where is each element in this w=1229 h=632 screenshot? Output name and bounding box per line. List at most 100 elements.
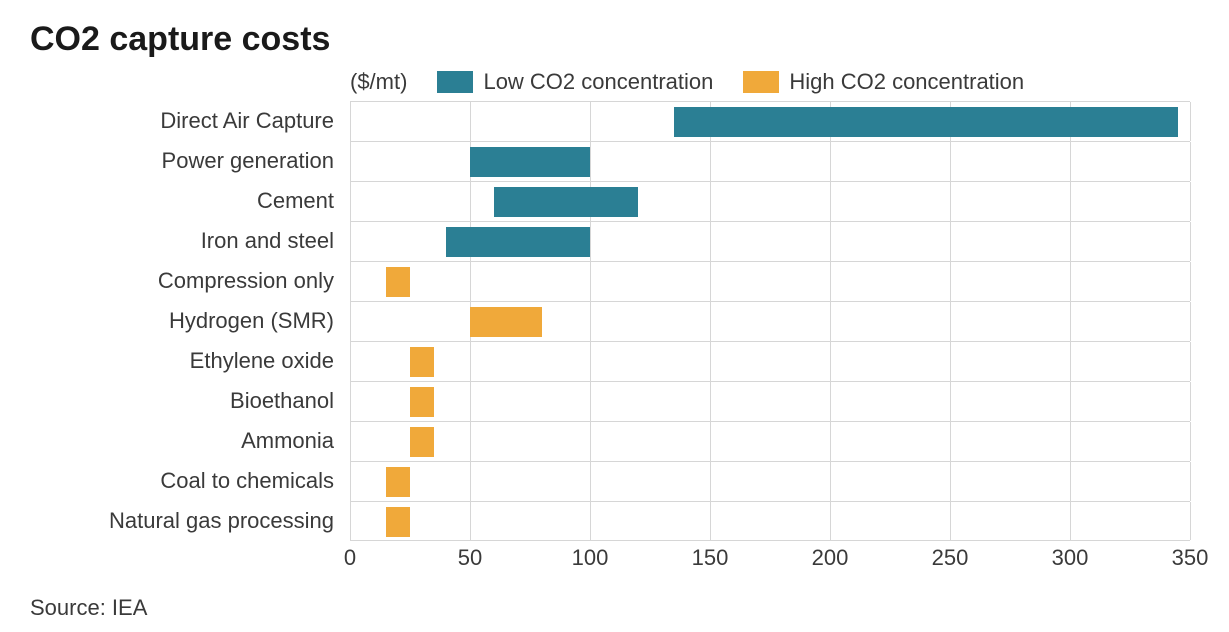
gridline — [710, 182, 711, 221]
gridline — [350, 302, 351, 341]
gridline — [350, 182, 351, 221]
legend-low-label: Low CO2 concentration — [483, 69, 713, 95]
gridline — [710, 502, 711, 540]
gridline — [830, 222, 831, 261]
gridline — [710, 342, 711, 381]
gridline — [590, 462, 591, 501]
gridline — [1190, 502, 1191, 540]
range-bar — [410, 347, 434, 377]
category-label: Cement — [30, 181, 350, 221]
gridline — [590, 342, 591, 381]
row-plot — [350, 501, 1190, 541]
gridline — [1070, 342, 1071, 381]
gridline — [590, 222, 591, 261]
range-bar — [386, 507, 410, 537]
gridline — [1190, 142, 1191, 181]
gridline — [830, 502, 831, 540]
gridline — [950, 342, 951, 381]
range-bar — [446, 227, 590, 257]
gridline — [710, 382, 711, 421]
x-tick-label: 200 — [812, 545, 849, 571]
gridline — [1190, 102, 1191, 141]
gridline — [350, 462, 351, 501]
gridline — [1190, 382, 1191, 421]
gridline — [350, 142, 351, 181]
range-bar — [494, 187, 638, 217]
gridline — [830, 302, 831, 341]
range-bar — [386, 267, 410, 297]
chart-header-row: ($/mt) Low CO2 concentration High CO2 co… — [30, 69, 1199, 95]
chart-title: CO2 capture costs — [30, 20, 1199, 59]
gridline — [350, 342, 351, 381]
gridline — [1190, 342, 1191, 381]
gridline — [470, 422, 471, 461]
gridline — [1070, 222, 1071, 261]
unit-label: ($/mt) — [350, 69, 407, 95]
gridline — [1070, 462, 1071, 501]
x-tick-label: 350 — [1172, 545, 1209, 571]
gridline — [950, 142, 951, 181]
gridline — [470, 342, 471, 381]
gridline — [1190, 462, 1191, 501]
legend-high: High CO2 concentration — [743, 69, 1024, 95]
category-label: Ethylene oxide — [30, 341, 350, 381]
chart-row: Compression only — [30, 261, 1199, 301]
gridline — [1070, 182, 1071, 221]
row-plot — [350, 181, 1190, 221]
gridline — [830, 422, 831, 461]
category-label: Iron and steel — [30, 221, 350, 261]
chart-area: Direct Air CapturePower generationCement… — [30, 101, 1199, 541]
row-plot — [350, 381, 1190, 421]
gridline — [830, 462, 831, 501]
gridline — [1190, 302, 1191, 341]
chart-row: Power generation — [30, 141, 1199, 181]
gridline — [950, 502, 951, 540]
gridline — [950, 222, 951, 261]
gridline — [710, 222, 711, 261]
gridline — [950, 302, 951, 341]
x-tick-label: 100 — [572, 545, 609, 571]
row-plot — [350, 421, 1190, 461]
gridline — [830, 182, 831, 221]
gridline — [590, 502, 591, 540]
x-tick-label: 250 — [932, 545, 969, 571]
gridline — [350, 422, 351, 461]
gridline — [710, 422, 711, 461]
gridline — [1070, 502, 1071, 540]
gridline — [950, 462, 951, 501]
gridline — [950, 262, 951, 301]
source-label: Source: IEA — [30, 595, 1199, 621]
gridline — [590, 262, 591, 301]
gridline — [950, 422, 951, 461]
gridline — [1190, 422, 1191, 461]
gridline — [710, 142, 711, 181]
legend-low: Low CO2 concentration — [437, 69, 713, 95]
chart-row: Hydrogen (SMR) — [30, 301, 1199, 341]
x-tick-label: 50 — [458, 545, 482, 571]
gridline — [470, 502, 471, 540]
gridline — [590, 142, 591, 181]
gridline — [830, 262, 831, 301]
gridline — [350, 502, 351, 540]
gridline — [350, 382, 351, 421]
gridline — [830, 142, 831, 181]
chart-row: Cement — [30, 181, 1199, 221]
chart-row: Coal to chemicals — [30, 461, 1199, 501]
gridline — [590, 422, 591, 461]
range-bar — [386, 467, 410, 497]
gridline — [710, 462, 711, 501]
gridline — [350, 262, 351, 301]
category-label: Ammonia — [30, 421, 350, 461]
chart-row: Ammonia — [30, 421, 1199, 461]
chart-row: Direct Air Capture — [30, 101, 1199, 141]
gridline — [1190, 222, 1191, 261]
gridline — [470, 102, 471, 141]
row-plot — [350, 261, 1190, 301]
gridline — [1070, 302, 1071, 341]
gridline — [350, 102, 351, 141]
range-bar — [410, 387, 434, 417]
category-label: Hydrogen (SMR) — [30, 301, 350, 341]
gridline — [470, 382, 471, 421]
legend-low-swatch — [437, 71, 473, 93]
row-plot — [350, 101, 1190, 141]
